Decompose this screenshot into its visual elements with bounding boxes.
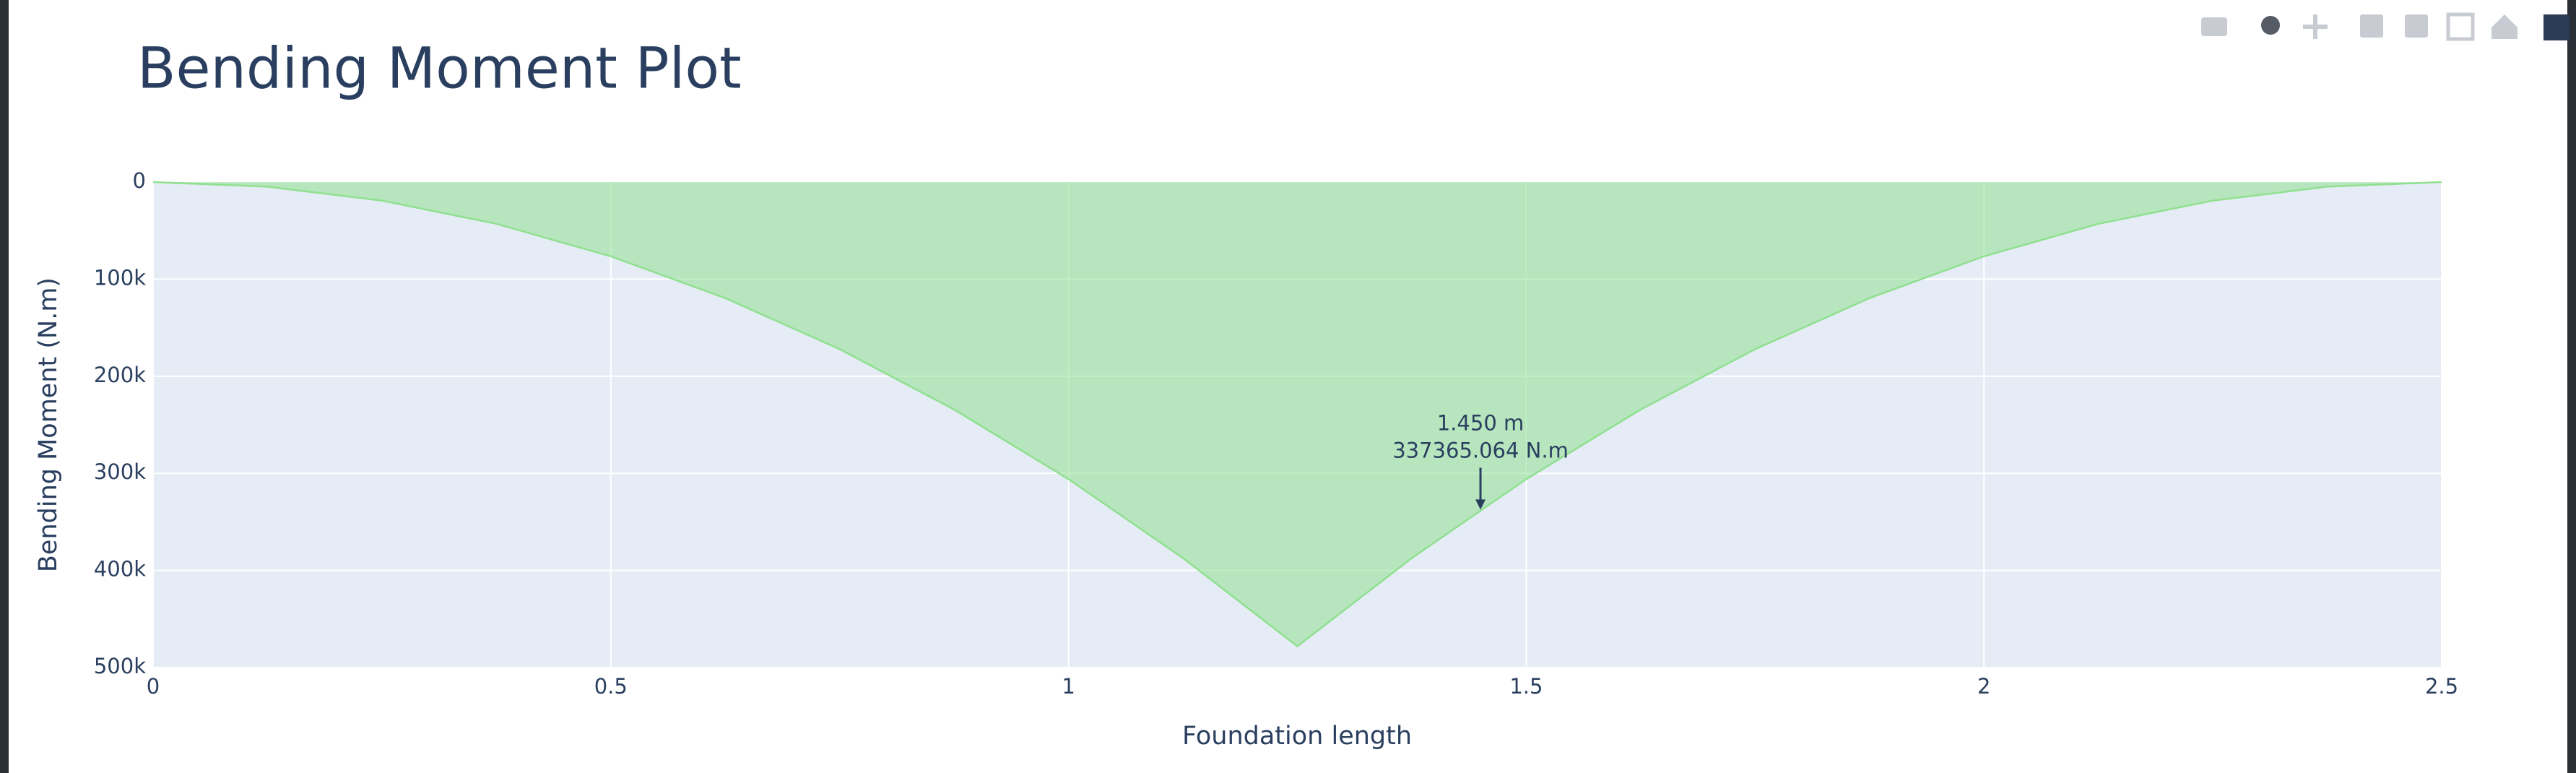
annotation-text: 337365.064 N.m	[1392, 438, 1569, 462]
window-border	[2567, 0, 2576, 773]
x-tick-label: 0.5	[594, 674, 628, 699]
y-tick-label: 0	[133, 168, 146, 193]
y-tick-label: 100k	[94, 265, 146, 290]
zoom-out-button[interactable]	[2405, 14, 2428, 38]
autoscale-button[interactable]	[2446, 12, 2475, 41]
area-line	[152, 181, 2442, 648]
area-fill	[153, 182, 2442, 647]
marks	[152, 181, 2442, 648]
y-axis-title: Bending Moment (N.m)	[34, 277, 63, 572]
x-tick-label: 2.5	[2425, 674, 2458, 699]
x-tick-label: 1.5	[1509, 674, 1543, 699]
y-tick-label: 400k	[94, 557, 146, 582]
x-tick-label: 1	[1062, 674, 1075, 699]
zoom-in-button[interactable]	[2360, 14, 2383, 38]
x-tick-label: 2	[1977, 674, 1990, 699]
chart-title: Bending Moment Plot	[137, 36, 742, 101]
x-tick-label: 0	[147, 674, 160, 699]
plotly-logo[interactable]	[2544, 14, 2570, 40]
window-border	[0, 0, 9, 773]
y-tick-label: 500k	[94, 654, 146, 678]
annotation-arrowhead	[1475, 499, 1486, 510]
y-tick-label: 300k	[94, 459, 146, 484]
x-axis-title: Foundation length	[1182, 722, 1412, 751]
camera-button[interactable]	[2201, 17, 2227, 36]
pan-button[interactable]	[2303, 14, 2328, 39]
modebar[interactable]	[2201, 12, 2570, 41]
zoom-button[interactable]	[2261, 16, 2280, 35]
y-tick-label: 200k	[94, 363, 146, 387]
annotation-text: 1.450 m	[1437, 410, 1525, 435]
reset-button[interactable]	[2492, 14, 2518, 39]
